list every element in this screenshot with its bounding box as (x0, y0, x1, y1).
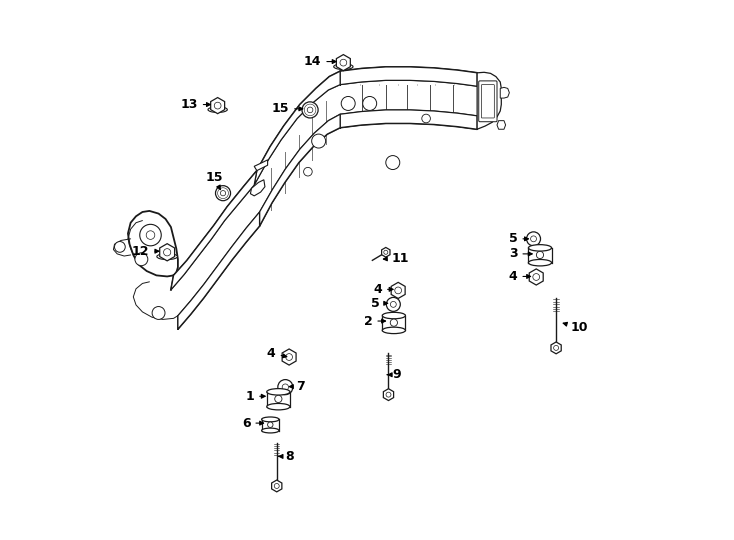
Text: 6: 6 (241, 416, 264, 430)
Ellipse shape (382, 312, 405, 319)
Circle shape (363, 97, 377, 111)
Text: 13: 13 (181, 98, 211, 111)
Polygon shape (211, 98, 225, 113)
Polygon shape (391, 282, 405, 299)
Circle shape (304, 167, 312, 176)
Polygon shape (282, 349, 296, 365)
Ellipse shape (157, 254, 178, 260)
Polygon shape (260, 114, 340, 226)
Text: 15: 15 (272, 103, 303, 116)
Polygon shape (340, 110, 477, 129)
Circle shape (135, 253, 148, 266)
Text: 11: 11 (383, 252, 409, 265)
Circle shape (115, 241, 126, 252)
Text: 5: 5 (371, 297, 388, 310)
Ellipse shape (266, 389, 290, 395)
Circle shape (268, 422, 273, 428)
Polygon shape (160, 244, 175, 261)
Circle shape (422, 114, 430, 123)
Circle shape (275, 483, 279, 489)
Circle shape (282, 384, 288, 390)
Ellipse shape (261, 428, 279, 433)
Ellipse shape (266, 403, 290, 410)
Circle shape (553, 346, 559, 350)
Circle shape (533, 274, 539, 280)
Polygon shape (178, 212, 260, 329)
Polygon shape (383, 389, 393, 401)
Text: 7: 7 (289, 380, 305, 393)
Polygon shape (171, 171, 257, 290)
Text: 1: 1 (245, 390, 265, 403)
Text: 10: 10 (563, 321, 588, 334)
Polygon shape (501, 87, 509, 98)
Text: 14: 14 (304, 55, 336, 68)
Polygon shape (477, 72, 501, 129)
Text: 4: 4 (509, 270, 531, 283)
Circle shape (275, 395, 282, 402)
Polygon shape (551, 342, 562, 354)
Polygon shape (336, 55, 350, 71)
Text: 12: 12 (132, 245, 159, 258)
Circle shape (164, 248, 171, 256)
Text: 4: 4 (374, 283, 393, 296)
Circle shape (312, 134, 326, 148)
Ellipse shape (528, 245, 551, 251)
Polygon shape (497, 120, 506, 129)
Circle shape (216, 186, 230, 201)
Circle shape (386, 298, 400, 312)
Polygon shape (382, 247, 390, 257)
Ellipse shape (382, 327, 405, 334)
Circle shape (146, 231, 155, 239)
Circle shape (152, 307, 165, 320)
Text: 2: 2 (363, 314, 385, 328)
Text: 8: 8 (279, 450, 294, 463)
Polygon shape (272, 480, 282, 492)
Circle shape (278, 380, 293, 395)
Polygon shape (529, 269, 543, 285)
Circle shape (340, 59, 346, 66)
Text: 5: 5 (509, 232, 528, 245)
Circle shape (341, 97, 355, 111)
FancyBboxPatch shape (482, 85, 494, 118)
Ellipse shape (261, 417, 279, 422)
Circle shape (302, 102, 318, 118)
Ellipse shape (528, 260, 551, 266)
Polygon shape (250, 180, 265, 196)
Circle shape (526, 232, 540, 246)
Circle shape (386, 392, 391, 397)
Text: 15: 15 (205, 171, 222, 190)
Circle shape (220, 191, 225, 196)
Polygon shape (254, 160, 268, 171)
Circle shape (531, 236, 537, 242)
Ellipse shape (334, 64, 353, 70)
Circle shape (390, 319, 398, 326)
Circle shape (139, 224, 161, 246)
Ellipse shape (208, 107, 228, 112)
Circle shape (286, 354, 292, 360)
Circle shape (214, 102, 221, 109)
Circle shape (395, 287, 401, 294)
Circle shape (386, 156, 400, 170)
Circle shape (308, 107, 313, 113)
Polygon shape (254, 71, 340, 185)
Text: 3: 3 (509, 247, 532, 260)
Text: 4: 4 (267, 347, 287, 360)
Text: 9: 9 (388, 368, 401, 381)
FancyBboxPatch shape (479, 81, 497, 122)
Circle shape (537, 251, 544, 259)
Polygon shape (340, 67, 477, 86)
Circle shape (390, 301, 396, 307)
Circle shape (384, 250, 388, 254)
